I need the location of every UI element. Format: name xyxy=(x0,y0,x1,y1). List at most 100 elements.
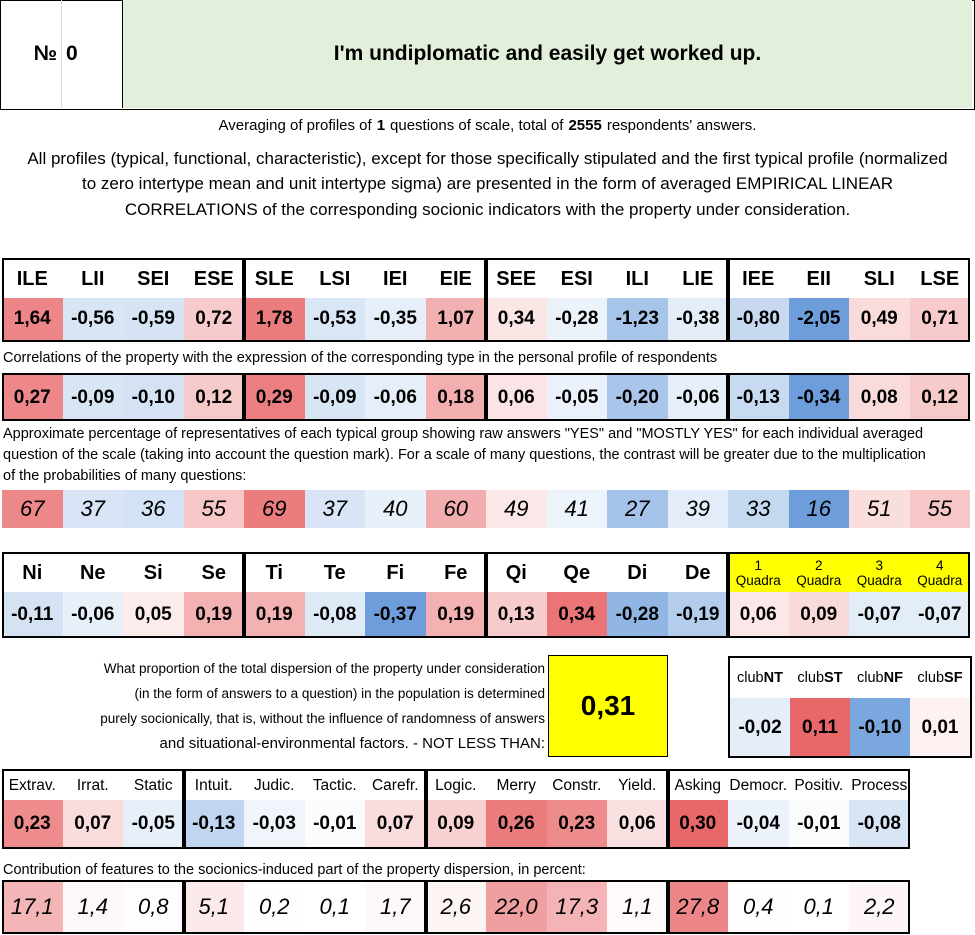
type-correlation: 0,18 xyxy=(425,375,486,420)
type-name: SLI xyxy=(863,267,895,290)
trait-name: Democr. xyxy=(729,776,788,794)
number-sign: № xyxy=(0,0,62,108)
function-value: 0,09 xyxy=(788,592,849,637)
function-name: Te xyxy=(323,561,346,584)
type-profile: -2,05 xyxy=(788,298,849,340)
function-name: Ti xyxy=(265,561,283,584)
dispersion-line: and situational-environmental factors. -… xyxy=(159,735,545,752)
club-prefix: club xyxy=(857,670,884,686)
type-percentage: 55 xyxy=(909,490,970,528)
function-value: -0,08 xyxy=(304,592,365,637)
type-name: LSI xyxy=(319,267,351,290)
trait-name: Static xyxy=(133,776,173,794)
type-correlation: 0,12 xyxy=(183,375,244,420)
type-profile: -0,80 xyxy=(728,298,789,340)
type-correlation: -0,06 xyxy=(667,375,728,420)
type-percentage: 49 xyxy=(486,490,547,528)
type-profile: -0,59 xyxy=(123,298,184,340)
function-value: 0,34 xyxy=(546,592,607,637)
function-value: 0,19 xyxy=(425,592,486,637)
dispersion-line: What proportion of the total dispersion … xyxy=(103,661,545,676)
function-name: Fi xyxy=(386,561,405,584)
trait-name: Carefr. xyxy=(371,776,419,794)
type-name: IEI xyxy=(383,267,408,290)
club-suffix: ST xyxy=(824,670,843,686)
function-name: Fe xyxy=(444,561,468,584)
function-name: Qi xyxy=(505,561,527,584)
type-percentage: 69 xyxy=(244,490,305,528)
averaging: Averaging of profiles of 1 questions of … xyxy=(0,112,975,138)
quadra-number: 1 xyxy=(754,558,762,573)
type-name: SEI xyxy=(137,267,170,290)
trait-value: 0,06 xyxy=(607,800,668,848)
trait-name: Intuit. xyxy=(194,776,233,794)
caption: Contribution of features to the sociоnic… xyxy=(3,861,586,878)
club-suffix: SF xyxy=(944,670,963,686)
trait-value: -0,13 xyxy=(183,800,244,848)
trait-value: -0,01 xyxy=(788,800,849,848)
trait-contribution: 0,1 xyxy=(788,882,849,932)
dispersion-text: What proportion of the total dispersion … xyxy=(0,655,545,757)
function-value: -0,07 xyxy=(909,592,970,637)
quadra-label: Quadra xyxy=(917,573,963,588)
type-correlation: -0,34 xyxy=(788,375,849,420)
averaging-text: questions of scale, total of xyxy=(390,116,564,134)
trait-contribution: 22,0 xyxy=(486,882,547,932)
function-value: 0,05 xyxy=(123,592,184,637)
trait-value: 0,07 xyxy=(62,800,123,848)
trait-contribution: 0,1 xyxy=(304,882,365,932)
type-profile: -1,23 xyxy=(607,298,668,340)
trait-value: 0,07 xyxy=(365,800,426,848)
trait-value: -0,01 xyxy=(304,800,365,848)
type-percentage: 41 xyxy=(546,490,607,528)
club-prefix: club xyxy=(737,670,764,686)
function-name: Si xyxy=(143,561,163,584)
trait-contribution: 0,4 xyxy=(728,882,789,932)
quadra-number: 3 xyxy=(875,558,883,573)
type-correlation: -0,10 xyxy=(123,375,184,420)
function-value: 0,13 xyxy=(486,592,547,637)
trait-name: Asking xyxy=(674,776,722,794)
quadra-name: 4 Quadra xyxy=(909,554,970,592)
dispersion-line: (in the form of answers to a question) i… xyxy=(134,686,545,701)
type-name: EII xyxy=(806,267,831,290)
trait-value: -0,05 xyxy=(123,800,184,848)
club-suffix: NF xyxy=(883,670,903,686)
type-profile: 1,07 xyxy=(425,298,486,340)
function-value: 0,19 xyxy=(244,592,305,637)
function-name: Ni xyxy=(22,561,43,584)
function-value: -0,06 xyxy=(62,592,123,637)
type-profile: 0,72 xyxy=(183,298,244,340)
trait-name: Merry xyxy=(496,776,537,794)
trait-name: Extrav. xyxy=(8,776,56,794)
type-percentage: 39 xyxy=(667,490,728,528)
quadra-number: 2 xyxy=(814,558,823,573)
type-percentage: 51 xyxy=(849,490,910,528)
type-profile: 0,34 xyxy=(486,298,547,340)
trait-value: 0,30 xyxy=(667,800,728,848)
trait-contribution: 1,4 xyxy=(62,882,123,932)
type-name: SLE xyxy=(254,267,294,290)
type-percentage: 60 xyxy=(425,490,486,528)
trait-contribution: 2,2 xyxy=(849,882,910,932)
type-profile: -0,38 xyxy=(667,298,728,340)
trait-name: Tactic. xyxy=(312,776,357,794)
type-profile: 1,64 xyxy=(2,298,63,340)
trait-name: Logic. xyxy=(435,776,477,794)
trait-contribution: 5,1 xyxy=(183,882,244,932)
caption: Approximate percentage of representative… xyxy=(3,426,926,484)
type-name: LIE xyxy=(682,267,714,290)
dispersion-line: purely socionically, that is, without th… xyxy=(100,711,545,726)
club-name: club NT xyxy=(730,658,790,698)
quadra-name: 3 Quadra xyxy=(849,554,910,592)
trait-contribution: 1,7 xyxy=(365,882,426,932)
questions-count: 1 xyxy=(376,116,386,134)
type-profile: 0,71 xyxy=(909,298,970,340)
type-percentage: 55 xyxy=(183,490,244,528)
trait-value: 0,23 xyxy=(546,800,607,848)
type-percentage: 37 xyxy=(304,490,365,528)
trait-value: 0,09 xyxy=(425,800,486,848)
trait-value: 0,26 xyxy=(486,800,547,848)
respondents-count: 2555 xyxy=(568,116,602,134)
